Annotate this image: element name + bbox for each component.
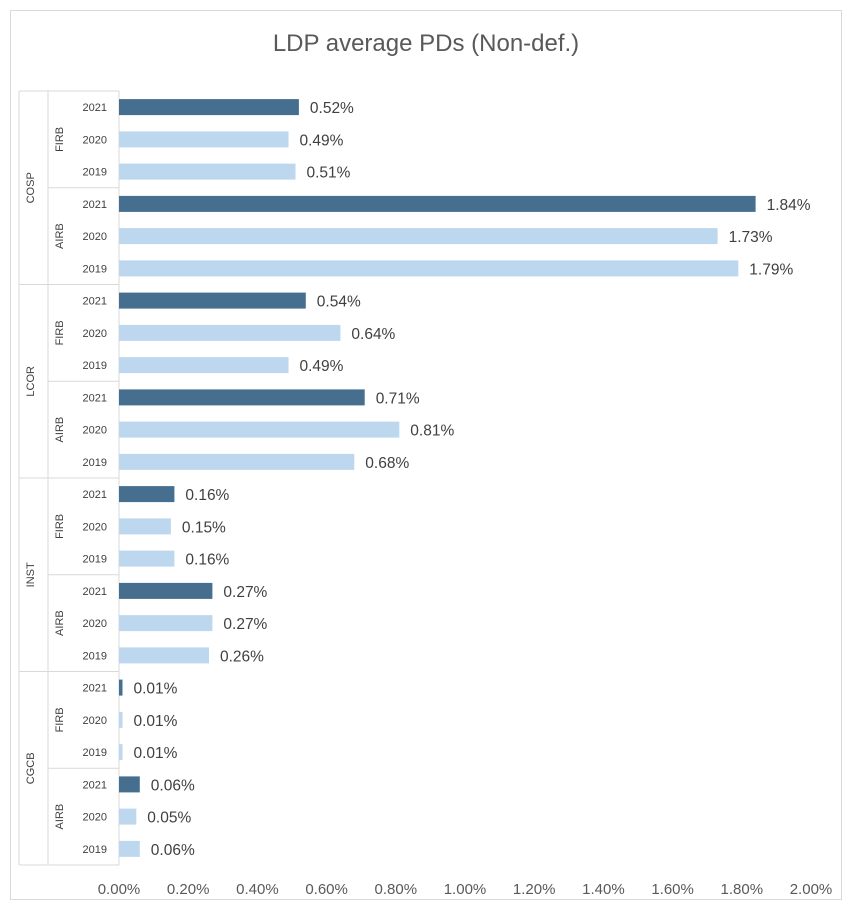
bar [119, 518, 171, 535]
data-label: 0.26% [220, 648, 264, 665]
bar [119, 550, 175, 567]
data-label: 0.06% [151, 842, 195, 859]
year-label: 2019 [83, 844, 107, 856]
year-label: 2021 [83, 779, 107, 791]
year-label: 2020 [83, 521, 107, 533]
segment-label: LCOR [25, 366, 37, 397]
bar [119, 776, 140, 793]
year-label: 2021 [83, 489, 107, 501]
data-label: 0.16% [185, 552, 229, 569]
bar [119, 324, 341, 341]
bar [119, 195, 756, 212]
year-label: 2020 [83, 134, 107, 146]
bar [119, 744, 123, 761]
chart-title: LDP average PDs (Non-def.) [272, 30, 580, 57]
bar [119, 647, 209, 664]
year-label: 2020 [83, 231, 107, 243]
year-label: 2019 [83, 457, 107, 469]
year-label: 2020 [83, 715, 107, 727]
x-tick-label: 0.40% [236, 881, 279, 898]
bar [119, 615, 213, 632]
data-label: 0.68% [365, 455, 409, 472]
x-tick-label: 0.00% [98, 881, 141, 898]
x-tick-label: 1.80% [721, 881, 764, 898]
year-label: 2019 [83, 263, 107, 275]
x-tick-label: 1.20% [513, 881, 556, 898]
approach-label: FIRB [54, 127, 66, 152]
approach-label: FIRB [54, 514, 66, 539]
approach-label: FIRB [54, 707, 66, 732]
approach-label: AIRB [54, 804, 66, 830]
x-tick-label: 0.80% [375, 881, 418, 898]
x-tick-label: 0.20% [167, 881, 210, 898]
x-tick-label: 1.00% [444, 881, 487, 898]
data-label: 0.64% [351, 326, 395, 343]
data-label: 0.71% [376, 390, 420, 407]
year-label: 2021 [83, 586, 107, 598]
bar [119, 292, 306, 309]
data-label: 0.81% [410, 423, 454, 440]
bar [119, 711, 123, 728]
data-label: 0.16% [185, 487, 229, 504]
approach-label: FIRB [54, 320, 66, 345]
bar [119, 260, 739, 277]
x-tick-label: 2.00% [790, 881, 833, 898]
year-label: 2019 [83, 650, 107, 662]
data-label: 0.27% [223, 584, 267, 601]
data-label: 0.05% [147, 810, 191, 827]
bar [119, 389, 365, 406]
year-label: 2020 [83, 328, 107, 340]
bar [119, 421, 400, 438]
approach-label: AIRB [54, 610, 66, 636]
year-label: 2021 [83, 683, 107, 695]
year-label: 2019 [83, 747, 107, 759]
data-label: 0.51% [307, 165, 351, 182]
year-label: 2021 [83, 102, 107, 114]
year-label: 2021 [83, 296, 107, 308]
x-tick-label: 0.60% [305, 881, 348, 898]
data-label: 1.79% [749, 261, 793, 278]
year-label: 2020 [83, 618, 107, 630]
segment-label: COSP [25, 172, 37, 203]
year-label: 2019 [83, 167, 107, 179]
bar [119, 679, 123, 696]
year-label: 2020 [83, 425, 107, 437]
bar [119, 582, 213, 599]
x-tick-label: 1.60% [651, 881, 694, 898]
data-label: 0.49% [300, 132, 344, 149]
data-label: 1.73% [729, 229, 773, 246]
bar [119, 840, 140, 857]
year-label: 2019 [83, 360, 107, 372]
bar [119, 486, 175, 503]
year-label: 2019 [83, 554, 107, 566]
x-tick-label: 1.40% [582, 881, 625, 898]
bar [119, 357, 289, 374]
segment-label: CGCB [25, 752, 37, 784]
data-label: 0.01% [134, 745, 178, 762]
data-label: 0.52% [310, 100, 354, 117]
segment-label: INST [25, 562, 37, 587]
year-label: 2021 [83, 199, 107, 211]
data-label: 0.01% [134, 681, 178, 698]
data-label: 0.01% [134, 713, 178, 730]
data-label: 0.54% [317, 294, 361, 311]
data-label: 0.27% [223, 616, 267, 633]
bar [119, 99, 299, 116]
bar [119, 808, 137, 825]
year-label: 2020 [83, 812, 107, 824]
approach-label: AIRB [54, 223, 66, 249]
data-label: 0.15% [182, 519, 226, 536]
data-label: 0.06% [151, 777, 195, 794]
data-label: 1.84% [767, 197, 811, 214]
bar [119, 453, 355, 470]
year-label: 2021 [83, 392, 107, 404]
bar [119, 163, 296, 180]
data-label: 0.49% [300, 358, 344, 375]
bar [119, 228, 718, 245]
bar [119, 131, 289, 148]
approach-label: AIRB [54, 417, 66, 443]
